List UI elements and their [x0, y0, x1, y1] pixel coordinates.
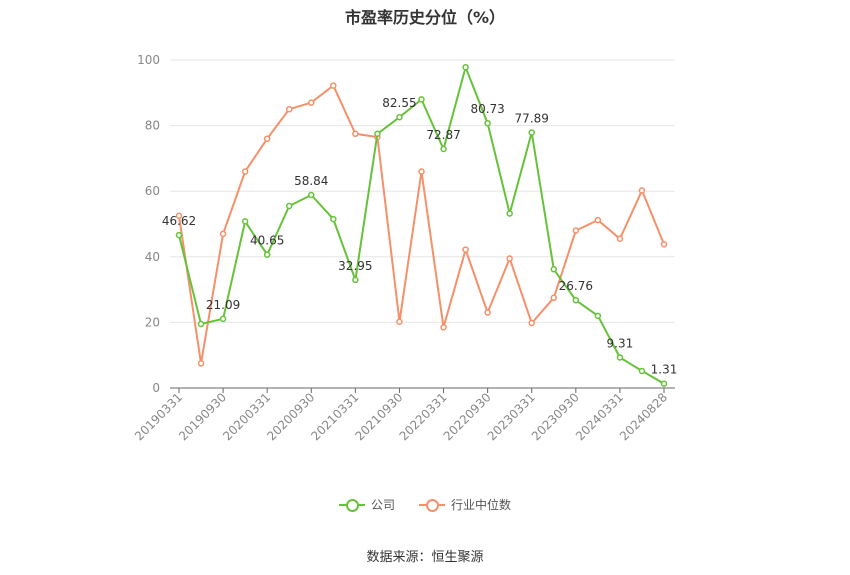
data-point-company	[308, 191, 315, 199]
y-tick-label: 20	[145, 315, 160, 329]
data-label: 82.55	[382, 96, 416, 110]
data-point-industry	[440, 324, 447, 331]
data-point-industry	[175, 212, 183, 220]
data-point-industry	[594, 216, 602, 224]
data-point-industry	[572, 227, 580, 234]
data-point-industry	[484, 309, 491, 316]
data-label: 32.95	[338, 259, 372, 273]
data-label: 58.84	[294, 174, 328, 188]
data-point-industry	[462, 246, 469, 253]
data-label: 72.87	[426, 128, 460, 142]
data-point-company	[285, 202, 293, 210]
data-point-industry	[550, 294, 558, 302]
data-point-company	[175, 231, 183, 239]
data-point-company	[374, 130, 381, 138]
data-point-company	[330, 215, 337, 223]
legend-item-industry[interactable]: 行业中位数	[419, 496, 511, 513]
data-point-company	[506, 210, 513, 217]
data-label: 80.73	[470, 102, 504, 116]
data-point-company	[572, 296, 580, 304]
data-point-industry	[396, 318, 403, 325]
data-point-company	[616, 354, 624, 361]
data-point-industry	[638, 187, 646, 194]
grid-lines	[170, 59, 675, 323]
data-point-industry	[528, 319, 535, 327]
data-point-industry	[241, 168, 249, 175]
data-point-industry	[308, 99, 315, 106]
y-tick-label: 80	[145, 119, 160, 133]
data-point-company	[594, 312, 602, 320]
data-point-company	[440, 145, 447, 153]
data-point-company	[660, 380, 668, 387]
data-label: 77.89	[515, 112, 549, 126]
data-label: 26.76	[559, 279, 593, 293]
y-tick-label: 100	[137, 53, 160, 67]
legend: 公司 行业中位数	[0, 496, 850, 513]
series-line-industry	[178, 84, 665, 365]
legend-company-label: 公司	[370, 498, 395, 512]
line-chart: 0204060801002019033120190930202003312020…	[132, 53, 678, 443]
data-point-industry	[616, 235, 624, 243]
data-point-industry	[660, 241, 668, 248]
data-point-industry	[506, 255, 513, 262]
data-point-industry	[263, 135, 271, 142]
chart-title: 市盈率历史分位（%）	[344, 8, 506, 27]
data-point-company	[219, 315, 227, 323]
axes: 0204060801002019033120190930202003312020…	[132, 53, 675, 443]
legend-industry-label: 行业中位数	[451, 498, 512, 512]
x-tick-label: 20240828	[617, 390, 670, 443]
legend-item-company[interactable]: 公司	[338, 496, 395, 513]
data-point-industry	[330, 82, 337, 89]
data-point-company	[352, 276, 359, 284]
data-label: 46.62	[162, 214, 196, 228]
data-point-company	[462, 63, 469, 71]
series-lines	[175, 63, 668, 387]
legend-industry-marker	[419, 498, 445, 512]
data-point-company	[396, 113, 403, 121]
data-point-company	[263, 251, 271, 258]
data-source-note: 数据来源：恒生聚源	[366, 550, 484, 565]
data-label: 40.65	[250, 234, 284, 248]
data-point-company	[197, 320, 205, 328]
data-point-company	[241, 218, 249, 225]
data-point-company	[484, 119, 491, 127]
data-labels: 46.62 21.09 40.65 58.84 32.95 82.55 72.87 80.73…	[162, 96, 678, 376]
data-point-industry	[197, 360, 205, 367]
data-point-industry	[418, 168, 425, 175]
data-point-industry	[219, 230, 227, 238]
y-tick-label: 40	[145, 250, 160, 264]
data-label: 1.31	[651, 363, 678, 377]
y-tick-label: 60	[145, 184, 160, 198]
data-point-company	[638, 367, 646, 375]
y-tick-label: 0	[152, 381, 160, 395]
legend-company-marker	[338, 498, 365, 512]
data-point-company	[418, 96, 425, 103]
data-point-industry	[352, 130, 359, 138]
data-label: 9.31	[607, 336, 634, 350]
data-label: 21.09	[206, 298, 240, 312]
data-point-company	[528, 129, 535, 136]
data-point-industry	[285, 105, 293, 113]
series-line-company	[178, 66, 665, 385]
data-point-company	[550, 266, 558, 273]
